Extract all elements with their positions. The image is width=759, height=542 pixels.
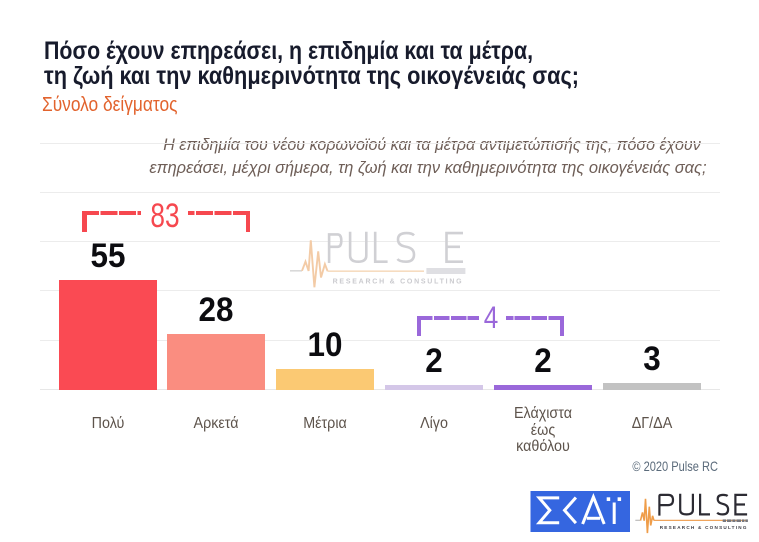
svg-text:RESEARCH & CONSULTING: RESEARCH & CONSULTING <box>333 279 463 286</box>
svg-text:RESEARCH & CONSULTING: RESEARCH & CONSULTING <box>660 525 748 530</box>
